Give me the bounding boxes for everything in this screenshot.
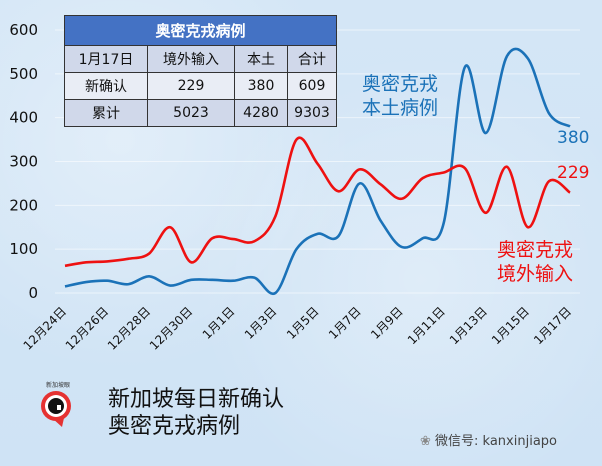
- footer-title: 新加坡每日新确认 奥密克戎病例: [108, 386, 284, 440]
- legend-imported-line2: 境外输入: [497, 263, 574, 285]
- table-title: 奥密克戎病例: [64, 15, 337, 46]
- summary-table: 奥密克戎病例 1月17日 境外输入 本土 合计 新确认 229 380 609 …: [64, 15, 337, 127]
- table-cell: 609: [287, 72, 337, 100]
- x-tick-label: 1月11日: [405, 304, 448, 347]
- table-header: 合计: [287, 45, 337, 73]
- wechat-icon: ❀: [420, 434, 436, 449]
- table-row: 新确认 229 380 609: [64, 72, 337, 100]
- x-tick-label: 12月26日: [63, 304, 111, 352]
- y-tick-label: 500: [9, 65, 38, 83]
- y-tick-label: 0: [28, 284, 38, 302]
- x-tick-label: 1月1日: [200, 304, 238, 342]
- legend-local: 奥密克戎 本土病例: [362, 72, 438, 120]
- x-tick-label: 1月15日: [489, 304, 532, 347]
- series-line: [64, 136, 571, 268]
- y-tick-label: 400: [9, 109, 38, 127]
- table-row: 累计 5023 4280 9303: [64, 99, 337, 127]
- y-tick-label: 200: [9, 196, 38, 214]
- local-end-value: 380: [557, 128, 590, 148]
- legend-imported: 奥密克戎 境外输入: [497, 238, 573, 286]
- legend-imported-line1: 奥密克戎: [497, 239, 574, 261]
- x-tick-label: 1月7日: [326, 304, 364, 342]
- table-cell: 380: [234, 72, 288, 100]
- table-header: 境外输入: [147, 45, 235, 73]
- x-tick-label: 12月24日: [21, 304, 69, 352]
- table-header-row: 1月17日 境外输入 本土 合计: [64, 45, 337, 73]
- table-header: 本土: [234, 45, 288, 73]
- legend-local-line1: 奥密克戎: [362, 73, 439, 95]
- svg-text:新加坡眼: 新加坡眼: [46, 381, 70, 389]
- logo: 新加坡眼: [38, 380, 78, 428]
- x-tick-label: 1月17日: [531, 304, 574, 347]
- table-header: 1月17日: [64, 45, 148, 73]
- table-cell: 4280: [234, 99, 288, 127]
- y-tick-label: 600: [9, 21, 38, 39]
- table-cell: 9303: [287, 99, 337, 127]
- x-tick-label: 1月13日: [447, 304, 490, 347]
- x-tick-label: 1月3日: [242, 304, 280, 342]
- x-tick-label: 1月9日: [368, 304, 406, 342]
- y-tick-label: 100: [9, 240, 38, 258]
- table-cell: 累计: [64, 99, 148, 127]
- x-tick-label: 12月28日: [105, 304, 153, 352]
- wechat-id: ❀ 微信号: kanxinjiapo: [420, 430, 557, 449]
- table-cell: 229: [147, 72, 235, 100]
- series-line: [64, 47, 571, 296]
- x-tick-label: 1月5日: [284, 304, 322, 342]
- footer-title-line1: 新加坡每日新确认: [108, 387, 285, 412]
- footer-title-line2: 奥密克戎病例: [108, 414, 241, 439]
- table-cell: 5023: [147, 99, 235, 127]
- wechat-text: 微信号: kanxinjiapo: [435, 434, 557, 449]
- y-tick-label: 300: [9, 153, 38, 171]
- table-cell: 新确认: [64, 72, 148, 100]
- legend-local-line2: 本土病例: [362, 97, 439, 119]
- imported-end-value: 229: [557, 163, 590, 183]
- x-tick-label: 12月30日: [147, 304, 195, 352]
